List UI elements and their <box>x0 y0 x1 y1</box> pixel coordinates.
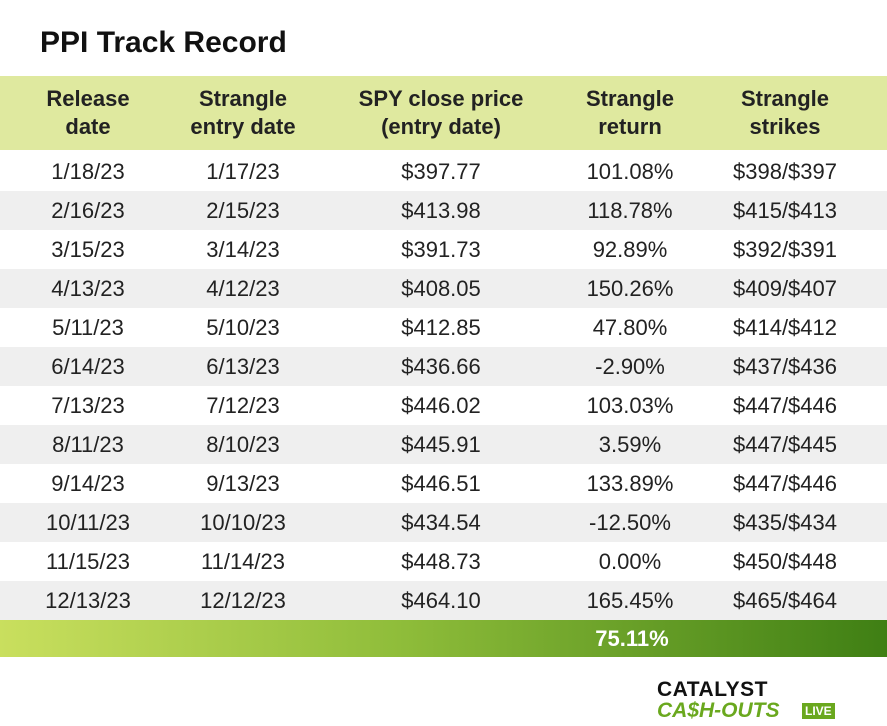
table-cell: 47.80% <box>592 315 668 340</box>
table-row: 12/13/23 12/12/23 $464.10 165.45% $465/$464 <box>0 581 887 620</box>
table-row: 4/13/23 4/12/23 $408.05 150.26% $409/$407 <box>0 269 887 308</box>
table-cell: $447/$446 <box>733 471 837 496</box>
table-cell: 8/11/23 <box>52 432 124 457</box>
total-bar: 75.11% <box>0 620 887 657</box>
table-cell: -12.50% <box>589 510 671 535</box>
table-cell: $398/$397 <box>733 159 837 184</box>
table-cell: 7/13/23 <box>51 393 125 418</box>
table-cell: $412.85 <box>401 315 481 340</box>
table-header: Release date Strangle entry date SPY close… <box>0 76 887 150</box>
table-cell: 1/18/23 <box>51 159 125 184</box>
table-cell: 2/15/23 <box>206 198 280 223</box>
table-cell: $414/$412 <box>733 315 837 340</box>
logo-text: CA$H-OUTS <box>657 699 780 722</box>
table-cell: $409/$407 <box>733 276 837 301</box>
table-cell: 118.78% <box>587 198 673 223</box>
table-cell: 165.45% <box>586 588 674 613</box>
table-cell: $397.77 <box>401 159 481 184</box>
table-cell: 9/13/23 <box>206 471 280 496</box>
table-cell: 150.26% <box>586 276 674 301</box>
table-cell: 6/13/23 <box>206 354 280 379</box>
table-cell: 5/10/23 <box>206 315 280 340</box>
table-cell: 11/14/23 <box>200 549 286 574</box>
table-cell: $413.98 <box>401 198 481 223</box>
table-cell: $447/$445 <box>733 432 837 457</box>
table-cell: 101.08% <box>586 159 674 184</box>
table-row: 11/15/23 11/14/23 $448.73 0.00% $450/$448 <box>0 542 887 581</box>
table-cell: $436.66 <box>401 354 481 379</box>
table-row: 6/14/23 6/13/23 $436.66 -2.90% $437/$436 <box>0 347 887 386</box>
logo-badge: LIVE <box>802 703 835 719</box>
title: PPI Track Record <box>40 26 287 59</box>
table-cell: 4/13/23 <box>51 276 125 301</box>
table-cell: $450/$448 <box>733 549 837 574</box>
column-header: Strangle return <box>585 86 675 139</box>
table-cell: $415/$413 <box>733 198 837 223</box>
table-cell: 10/11/23 <box>45 510 131 535</box>
table-cell: 103.03% <box>586 393 674 418</box>
table-cell: $446.51 <box>401 471 481 496</box>
column-header: SPY close price (entry date) <box>358 86 524 139</box>
table-cell: $391.73 <box>401 237 481 262</box>
table-cell: 92.89% <box>592 237 668 262</box>
table-row: 3/15/23 3/14/23 $391.73 92.89% $392/$391 <box>0 230 887 269</box>
table-cell: 12/13/23 <box>45 588 131 613</box>
table-cell: 3/14/23 <box>206 237 280 262</box>
table-cell: $437/$436 <box>733 354 837 379</box>
table-cell: $446.02 <box>401 393 481 418</box>
table-row: 5/11/23 5/10/23 $412.85 47.80% $414/$412 <box>0 308 887 347</box>
table-cell: 3.59% <box>598 432 662 457</box>
table-cell: -2.90% <box>595 354 665 379</box>
column-header: Release date <box>46 86 130 139</box>
table-row: 7/13/23 7/12/23 $446.02 103.03% $447/$446 <box>0 386 887 425</box>
table-cell: 1/17/23 <box>206 159 280 184</box>
table-cell: 11/15/23 <box>45 549 131 574</box>
table-cell: 133.89% <box>586 471 674 496</box>
table-cell: $434.54 <box>401 510 481 535</box>
table-cell: 6/14/23 <box>51 354 125 379</box>
table-cell: 10/10/23 <box>200 510 286 535</box>
table-cell: $435/$434 <box>733 510 837 535</box>
table-cell: $465/$464 <box>733 588 837 613</box>
table-cell: 3/15/23 <box>51 237 125 262</box>
table-cell: 0.00% <box>598 549 662 574</box>
table-cell: 8/10/23 <box>206 432 280 457</box>
total-value: 75.11% <box>595 626 669 651</box>
table-cell: $392/$391 <box>733 237 837 262</box>
column-header: Strangle entry date <box>190 86 296 139</box>
column-header: Strangle strikes <box>740 86 830 139</box>
table-cell: $448.73 <box>401 549 481 574</box>
table-row: 1/18/23 1/17/23 $397.77 101.08% $398/$397 <box>0 152 887 191</box>
table-cell: 4/12/23 <box>206 276 280 301</box>
table-cell: $464.10 <box>401 588 481 613</box>
table-cell: $447/$446 <box>733 393 837 418</box>
table-row: 10/11/23 10/10/23 $434.54 -12.50% $435/$434 <box>0 503 887 542</box>
table-cell: 5/11/23 <box>52 315 124 340</box>
table-row: 8/11/23 8/10/23 $445.91 3.59% $447/$445 <box>0 425 887 464</box>
logo-text: CATALYST <box>657 678 768 701</box>
table-cell: $408.05 <box>401 276 481 301</box>
table-cell: $445.91 <box>401 432 481 457</box>
table-row: 9/14/23 9/13/23 $446.51 133.89% $447/$446 <box>0 464 887 503</box>
table-cell: 2/16/23 <box>51 198 125 223</box>
table-row: 2/16/23 2/15/23 $413.98 118.78% $415/$413 <box>0 191 887 230</box>
table-cell: 12/12/23 <box>200 588 286 613</box>
table-cell: 9/14/23 <box>51 471 125 496</box>
table-cell: 7/12/23 <box>206 393 280 418</box>
